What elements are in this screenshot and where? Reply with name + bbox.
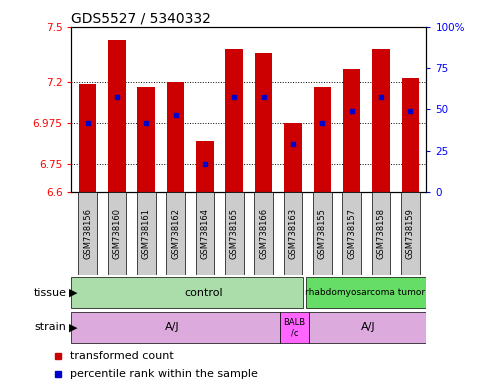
Text: GDS5527 / 5340332: GDS5527 / 5340332	[71, 12, 211, 26]
Bar	[107, 192, 126, 275]
Bar	[196, 141, 214, 192]
Bar	[309, 312, 426, 343]
Bar	[372, 49, 390, 192]
Text: ▶: ▶	[69, 288, 77, 298]
Bar	[254, 192, 273, 275]
Text: GSM738165: GSM738165	[230, 208, 239, 259]
Text: transformed count: transformed count	[70, 351, 174, 361]
Text: GSM738159: GSM738159	[406, 208, 415, 259]
Text: control: control	[184, 288, 223, 298]
Text: GSM738164: GSM738164	[201, 208, 210, 259]
Bar	[343, 69, 360, 192]
Bar	[196, 192, 214, 275]
Bar	[71, 312, 280, 343]
Bar	[71, 277, 303, 308]
Bar	[108, 40, 126, 192]
Bar	[401, 192, 420, 275]
Text: percentile rank within the sample: percentile rank within the sample	[70, 369, 258, 379]
Bar	[138, 88, 155, 192]
Text: strain: strain	[35, 322, 67, 333]
Text: A/J: A/J	[165, 322, 180, 333]
Bar	[342, 192, 361, 275]
Bar	[283, 192, 302, 275]
Text: ▶: ▶	[69, 322, 77, 333]
Text: rhabdomyosarcoma tumor: rhabdomyosarcoma tumor	[305, 288, 425, 297]
Bar	[166, 192, 185, 275]
Bar	[314, 88, 331, 192]
Text: GSM738156: GSM738156	[83, 208, 92, 259]
Bar	[79, 84, 97, 192]
Bar	[167, 82, 184, 192]
Bar	[284, 123, 302, 192]
Text: GSM738161: GSM738161	[142, 208, 151, 259]
Text: GSM738160: GSM738160	[112, 208, 121, 259]
Bar	[313, 192, 332, 275]
Bar	[137, 192, 156, 275]
Text: GSM738155: GSM738155	[318, 208, 327, 259]
Bar	[225, 192, 244, 275]
Bar	[401, 78, 419, 192]
Text: GSM738157: GSM738157	[347, 208, 356, 259]
Bar	[280, 312, 309, 343]
Text: A/J: A/J	[360, 322, 375, 333]
Bar	[255, 53, 273, 192]
Bar	[78, 192, 97, 275]
Bar	[372, 192, 390, 275]
Bar	[306, 277, 426, 308]
Text: GSM738166: GSM738166	[259, 208, 268, 259]
Text: BALB
/c: BALB /c	[283, 318, 306, 337]
Text: tissue: tissue	[34, 288, 67, 298]
Text: GSM738158: GSM738158	[377, 208, 386, 259]
Bar	[225, 49, 243, 192]
Text: GSM738163: GSM738163	[288, 208, 297, 259]
Text: GSM738162: GSM738162	[171, 208, 180, 259]
